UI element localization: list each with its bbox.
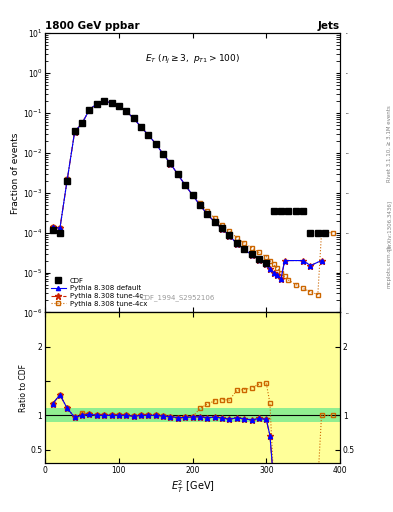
X-axis label: $E_T^2$ [GeV]: $E_T^2$ [GeV] [171, 478, 215, 495]
Text: Rivet 3.1.10, ≥ 3.1M events: Rivet 3.1.10, ≥ 3.1M events [387, 105, 391, 182]
Text: [arXiv:1306.3436]: [arXiv:1306.3436] [387, 200, 391, 250]
Text: mcplots.cern.ch: mcplots.cern.ch [387, 244, 391, 288]
Y-axis label: Ratio to CDF: Ratio to CDF [18, 364, 28, 412]
Y-axis label: Fraction of events: Fraction of events [11, 132, 20, 214]
Bar [45, 312, 340, 463]
Text: 1800 GeV ppbar: 1800 GeV ppbar [45, 20, 140, 31]
Bar [45, 409, 340, 422]
Legend: CDF, Pythia 8.308 default, Pythia 8.308 tune-4c, Pythia 8.308 tune-4cx: CDF, Pythia 8.308 default, Pythia 8.308 … [49, 275, 149, 309]
Text: $E_T\ (n_j \geq 3,\ p_{T1}>100)$: $E_T\ (n_j \geq 3,\ p_{T1}>100)$ [145, 53, 240, 66]
Text: Jets: Jets [318, 20, 340, 31]
Text: CDF_1994_S2952106: CDF_1994_S2952106 [141, 294, 215, 301]
